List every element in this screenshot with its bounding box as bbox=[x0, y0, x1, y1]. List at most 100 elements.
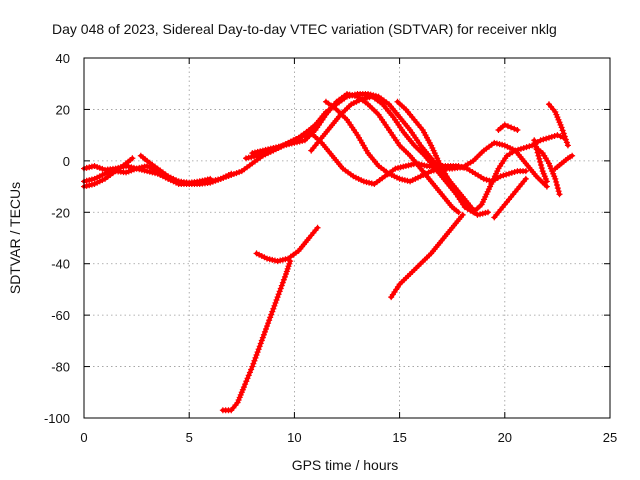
data-point-marker bbox=[507, 145, 514, 151]
series-line bbox=[220, 259, 293, 413]
data-point-marker bbox=[268, 311, 275, 318]
x-tick-label: 25 bbox=[603, 430, 617, 445]
data-point-marker bbox=[244, 375, 251, 382]
y-tick-label: 40 bbox=[56, 51, 70, 66]
data-point-marker bbox=[433, 166, 440, 173]
y-tick-label: 0 bbox=[63, 154, 70, 169]
data-point-marker bbox=[245, 372, 252, 379]
data-point-marker bbox=[522, 168, 529, 175]
data-point-marker bbox=[107, 169, 114, 176]
data-point-marker bbox=[543, 135, 550, 142]
data-point-marker bbox=[248, 154, 255, 160]
data-point-marker bbox=[558, 124, 565, 131]
data-point-marker bbox=[402, 163, 409, 169]
data-point-marker bbox=[350, 173, 357, 180]
data-point-marker bbox=[256, 343, 263, 350]
data-point-marker bbox=[246, 369, 253, 376]
data-point-marker bbox=[515, 146, 522, 153]
data-point-marker bbox=[94, 179, 101, 186]
data-point-marker bbox=[250, 360, 257, 367]
data-point-marker bbox=[399, 176, 406, 183]
series-arc-18 bbox=[545, 101, 571, 149]
data-point-marker bbox=[421, 162, 428, 169]
data-point-marker bbox=[512, 147, 519, 154]
series-arc-10 bbox=[394, 98, 567, 216]
data-point-marker bbox=[217, 175, 224, 182]
data-point-marker bbox=[248, 366, 255, 373]
data-point-marker bbox=[133, 165, 140, 172]
data-point-marker bbox=[290, 137, 297, 144]
data-point-marker bbox=[277, 257, 284, 264]
grid-layer bbox=[84, 58, 610, 418]
data-point-marker bbox=[350, 100, 357, 106]
data-point-marker bbox=[408, 161, 415, 168]
data-point-marker bbox=[102, 170, 109, 177]
data-point-marker bbox=[412, 175, 419, 182]
data-point-marker bbox=[91, 175, 98, 182]
data-point-marker bbox=[563, 139, 570, 146]
data-point-marker bbox=[405, 162, 412, 169]
x-tick-label: 10 bbox=[287, 430, 301, 445]
data-point-marker bbox=[277, 143, 284, 150]
data-point-marker bbox=[523, 144, 530, 151]
data-point-marker bbox=[273, 297, 280, 304]
data-point-marker bbox=[243, 378, 250, 385]
data-point-marker bbox=[258, 150, 265, 157]
data-point-marker bbox=[358, 177, 365, 184]
data-point-marker bbox=[501, 142, 508, 149]
data-point-marker bbox=[407, 178, 414, 185]
data-point-marker bbox=[537, 158, 544, 165]
data-point-marker bbox=[130, 166, 137, 173]
series-arc-19 bbox=[552, 152, 576, 172]
data-point-marker bbox=[504, 123, 511, 130]
data-point-marker bbox=[360, 178, 367, 185]
data-point-marker bbox=[249, 363, 256, 370]
data-point-marker bbox=[91, 163, 98, 169]
data-point-marker bbox=[537, 161, 544, 168]
data-point-marker bbox=[88, 163, 95, 170]
y-tick-label: -20 bbox=[51, 205, 70, 220]
data-point-marker bbox=[536, 155, 543, 162]
series-arc-17 bbox=[531, 137, 550, 185]
data-point-marker bbox=[344, 93, 350, 100]
y-tick-label: -80 bbox=[51, 360, 70, 375]
data-point-marker bbox=[236, 169, 243, 176]
data-point-marker bbox=[535, 152, 542, 159]
data-point-marker bbox=[508, 169, 515, 176]
data-point-marker bbox=[175, 178, 182, 185]
data-point-marker bbox=[560, 130, 567, 137]
y-tick-label: -100 bbox=[44, 411, 70, 426]
data-point-marker bbox=[455, 209, 462, 216]
data-point-marker bbox=[269, 308, 276, 315]
data-point-marker bbox=[180, 179, 187, 186]
data-point-marker bbox=[88, 181, 95, 188]
data-point-marker bbox=[123, 163, 130, 169]
data-point-marker bbox=[125, 168, 132, 175]
data-point-marker bbox=[253, 152, 260, 159]
data-point-marker bbox=[267, 314, 274, 321]
data-point-marker bbox=[553, 178, 560, 185]
data-point-marker bbox=[504, 143, 511, 150]
data-point-marker bbox=[520, 145, 527, 151]
data-point-marker bbox=[212, 177, 219, 184]
data-point-marker bbox=[96, 178, 103, 185]
data-point-marker bbox=[430, 167, 437, 174]
data-point-marker bbox=[243, 155, 250, 162]
data-point-marker bbox=[256, 251, 263, 258]
data-point-marker bbox=[551, 133, 558, 139]
series-arc-15 bbox=[495, 121, 521, 133]
data-point-marker bbox=[280, 276, 287, 283]
data-point-marker bbox=[420, 172, 427, 178]
data-point-marker bbox=[361, 95, 368, 102]
data-point-marker bbox=[275, 291, 282, 298]
data-point-marker bbox=[269, 256, 276, 263]
data-point-marker bbox=[266, 317, 273, 324]
data-point-marker bbox=[254, 349, 261, 356]
x-tick-label: 0 bbox=[80, 430, 87, 445]
data-point-marker bbox=[392, 165, 399, 172]
data-point-marker bbox=[282, 141, 289, 148]
data-point-marker bbox=[532, 140, 539, 147]
data-point-marker bbox=[99, 177, 106, 184]
data-point-marker bbox=[266, 147, 273, 154]
data-point-marker bbox=[532, 143, 539, 150]
